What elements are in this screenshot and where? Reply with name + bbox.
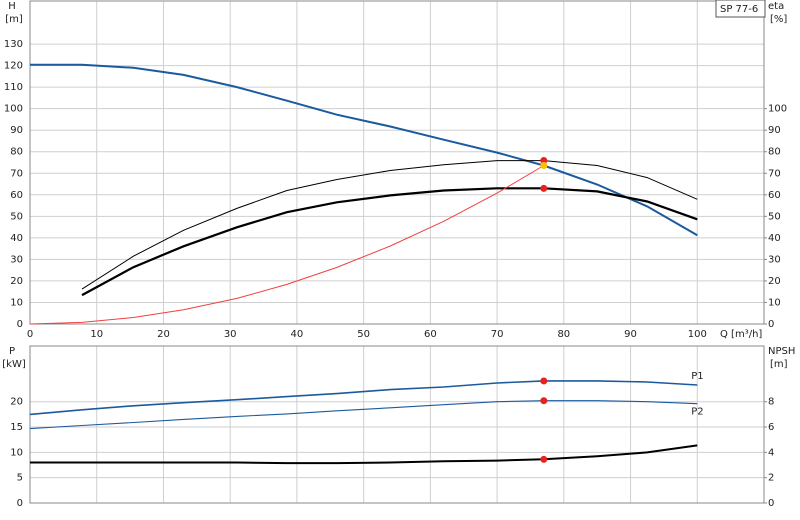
y-tick-label: 60 xyxy=(10,190,23,201)
y2-tick-label: 4 xyxy=(768,447,774,458)
y-axis-unit: [kW] xyxy=(2,359,26,370)
series-line xyxy=(81,160,698,290)
series-label: P1 xyxy=(691,371,703,382)
y2-axis-label: NPSH xyxy=(768,346,795,357)
y2-tick-label: 20 xyxy=(768,276,781,287)
y-tick-label: 10 xyxy=(10,447,23,458)
y-tick-label: 0 xyxy=(17,319,23,330)
x-tick-label: 20 xyxy=(157,329,170,340)
x-tick-label: 30 xyxy=(224,329,237,340)
title-box xyxy=(715,0,766,18)
y2-axis-label: eta xyxy=(768,1,784,12)
x-tick-label: 60 xyxy=(424,329,437,340)
y2-tick-label: 40 xyxy=(768,233,781,244)
y2-tick-label: 90 xyxy=(768,125,781,136)
y-tick-label: 110 xyxy=(4,82,23,93)
x-tick-label: 100 xyxy=(688,329,707,340)
operating-point xyxy=(540,157,548,165)
y-axis-label: P xyxy=(9,346,15,357)
plot-frame xyxy=(29,0,765,325)
y-tick-label: 100 xyxy=(4,104,23,115)
series-line xyxy=(30,63,698,237)
y2-tick-label: 30 xyxy=(768,254,781,265)
y-tick-label: 130 xyxy=(4,39,23,50)
x-tick-label: 10 xyxy=(90,329,103,340)
y2-tick-label: 60 xyxy=(768,190,781,201)
y-tick-label: 70 xyxy=(10,168,23,179)
x-tick-label: 50 xyxy=(357,329,370,340)
y-axis-unit: [m] xyxy=(5,14,23,25)
plot-frame xyxy=(29,345,765,504)
y-tick-label: 15 xyxy=(10,422,23,433)
y-tick-label: 40 xyxy=(10,233,23,244)
x-tick-label: 70 xyxy=(491,329,504,340)
y2-tick-label: 10 xyxy=(768,297,781,308)
x-tick-label: 0 xyxy=(27,329,33,340)
y2-tick-label: 2 xyxy=(768,473,774,484)
operating-point xyxy=(540,397,548,405)
series-label: P2 xyxy=(691,407,703,418)
series-line xyxy=(29,165,545,325)
y-tick-label: 10 xyxy=(10,297,23,308)
y2-tick-label: 70 xyxy=(768,168,781,179)
series-line xyxy=(30,444,698,465)
y-tick-label: 120 xyxy=(4,61,23,72)
series-line xyxy=(29,400,698,430)
y-tick-label: 20 xyxy=(10,397,23,408)
y-axis-label: H xyxy=(8,1,16,12)
y-tick-label: 90 xyxy=(10,125,23,136)
y2-axis-unit: [%] xyxy=(770,14,787,25)
y2-tick-label: 100 xyxy=(768,104,787,115)
x-tick-label: 80 xyxy=(557,329,570,340)
operating-point xyxy=(540,377,548,385)
x-tick-label: 40 xyxy=(291,329,304,340)
y2-tick-label: 0 xyxy=(768,498,774,509)
chart-title: SP 77-6 xyxy=(720,4,758,15)
x-axis-label: Q [m³/h] xyxy=(720,329,762,340)
operating-point xyxy=(540,162,548,170)
series-line xyxy=(29,380,698,416)
x-tick-label: 90 xyxy=(624,329,637,340)
y2-tick-label: 6 xyxy=(768,422,774,433)
operating-point xyxy=(540,455,548,463)
y-tick-label: 5 xyxy=(17,473,23,484)
y2-tick-label: 50 xyxy=(768,211,781,222)
y-tick-label: 0 xyxy=(17,498,23,509)
y2-tick-label: 8 xyxy=(768,397,774,408)
y-tick-label: 20 xyxy=(10,276,23,287)
y-tick-label: 30 xyxy=(10,254,23,265)
y2-axis-unit: [m] xyxy=(770,359,788,370)
y-tick-label: 80 xyxy=(10,147,23,158)
y2-tick-label: 0 xyxy=(768,319,774,330)
y-tick-label: 50 xyxy=(10,211,23,222)
operating-point xyxy=(540,184,548,192)
y2-tick-label: 80 xyxy=(768,147,781,158)
series-line xyxy=(81,187,698,297)
